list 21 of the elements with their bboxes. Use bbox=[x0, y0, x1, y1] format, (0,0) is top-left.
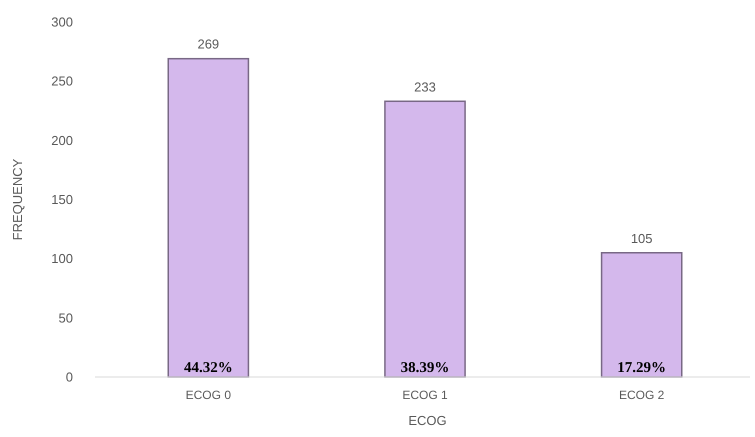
y-tick-label: 150 bbox=[51, 192, 73, 208]
data-label: 269 bbox=[197, 36, 220, 52]
x-tick-label: ECOG 0 bbox=[186, 388, 232, 402]
bar bbox=[384, 100, 466, 378]
x-axis-title: ECOG bbox=[408, 413, 447, 428]
y-tick-label: 100 bbox=[51, 251, 73, 266]
y-tick-label: 0 bbox=[66, 370, 73, 385]
y-tick-label: 200 bbox=[51, 132, 73, 148]
y-tick-label: 50 bbox=[58, 310, 73, 326]
annotation: 17.29% bbox=[617, 360, 666, 376]
x-tick-label: ECOG 1 bbox=[402, 388, 448, 402]
bar bbox=[600, 252, 682, 378]
y-axis-title: FREQUENCY bbox=[10, 158, 25, 240]
y-tick-label: 300 bbox=[51, 14, 73, 30]
annotation: 38.39% bbox=[400, 360, 450, 376]
x-tick-label: ECOG 2 bbox=[618, 388, 665, 402]
data-label: 233 bbox=[414, 79, 436, 94]
annotation: 44.32% bbox=[184, 360, 233, 376]
y-tick-label: 250 bbox=[51, 74, 73, 89]
bar bbox=[168, 58, 250, 378]
data-label: 105 bbox=[630, 230, 653, 246]
